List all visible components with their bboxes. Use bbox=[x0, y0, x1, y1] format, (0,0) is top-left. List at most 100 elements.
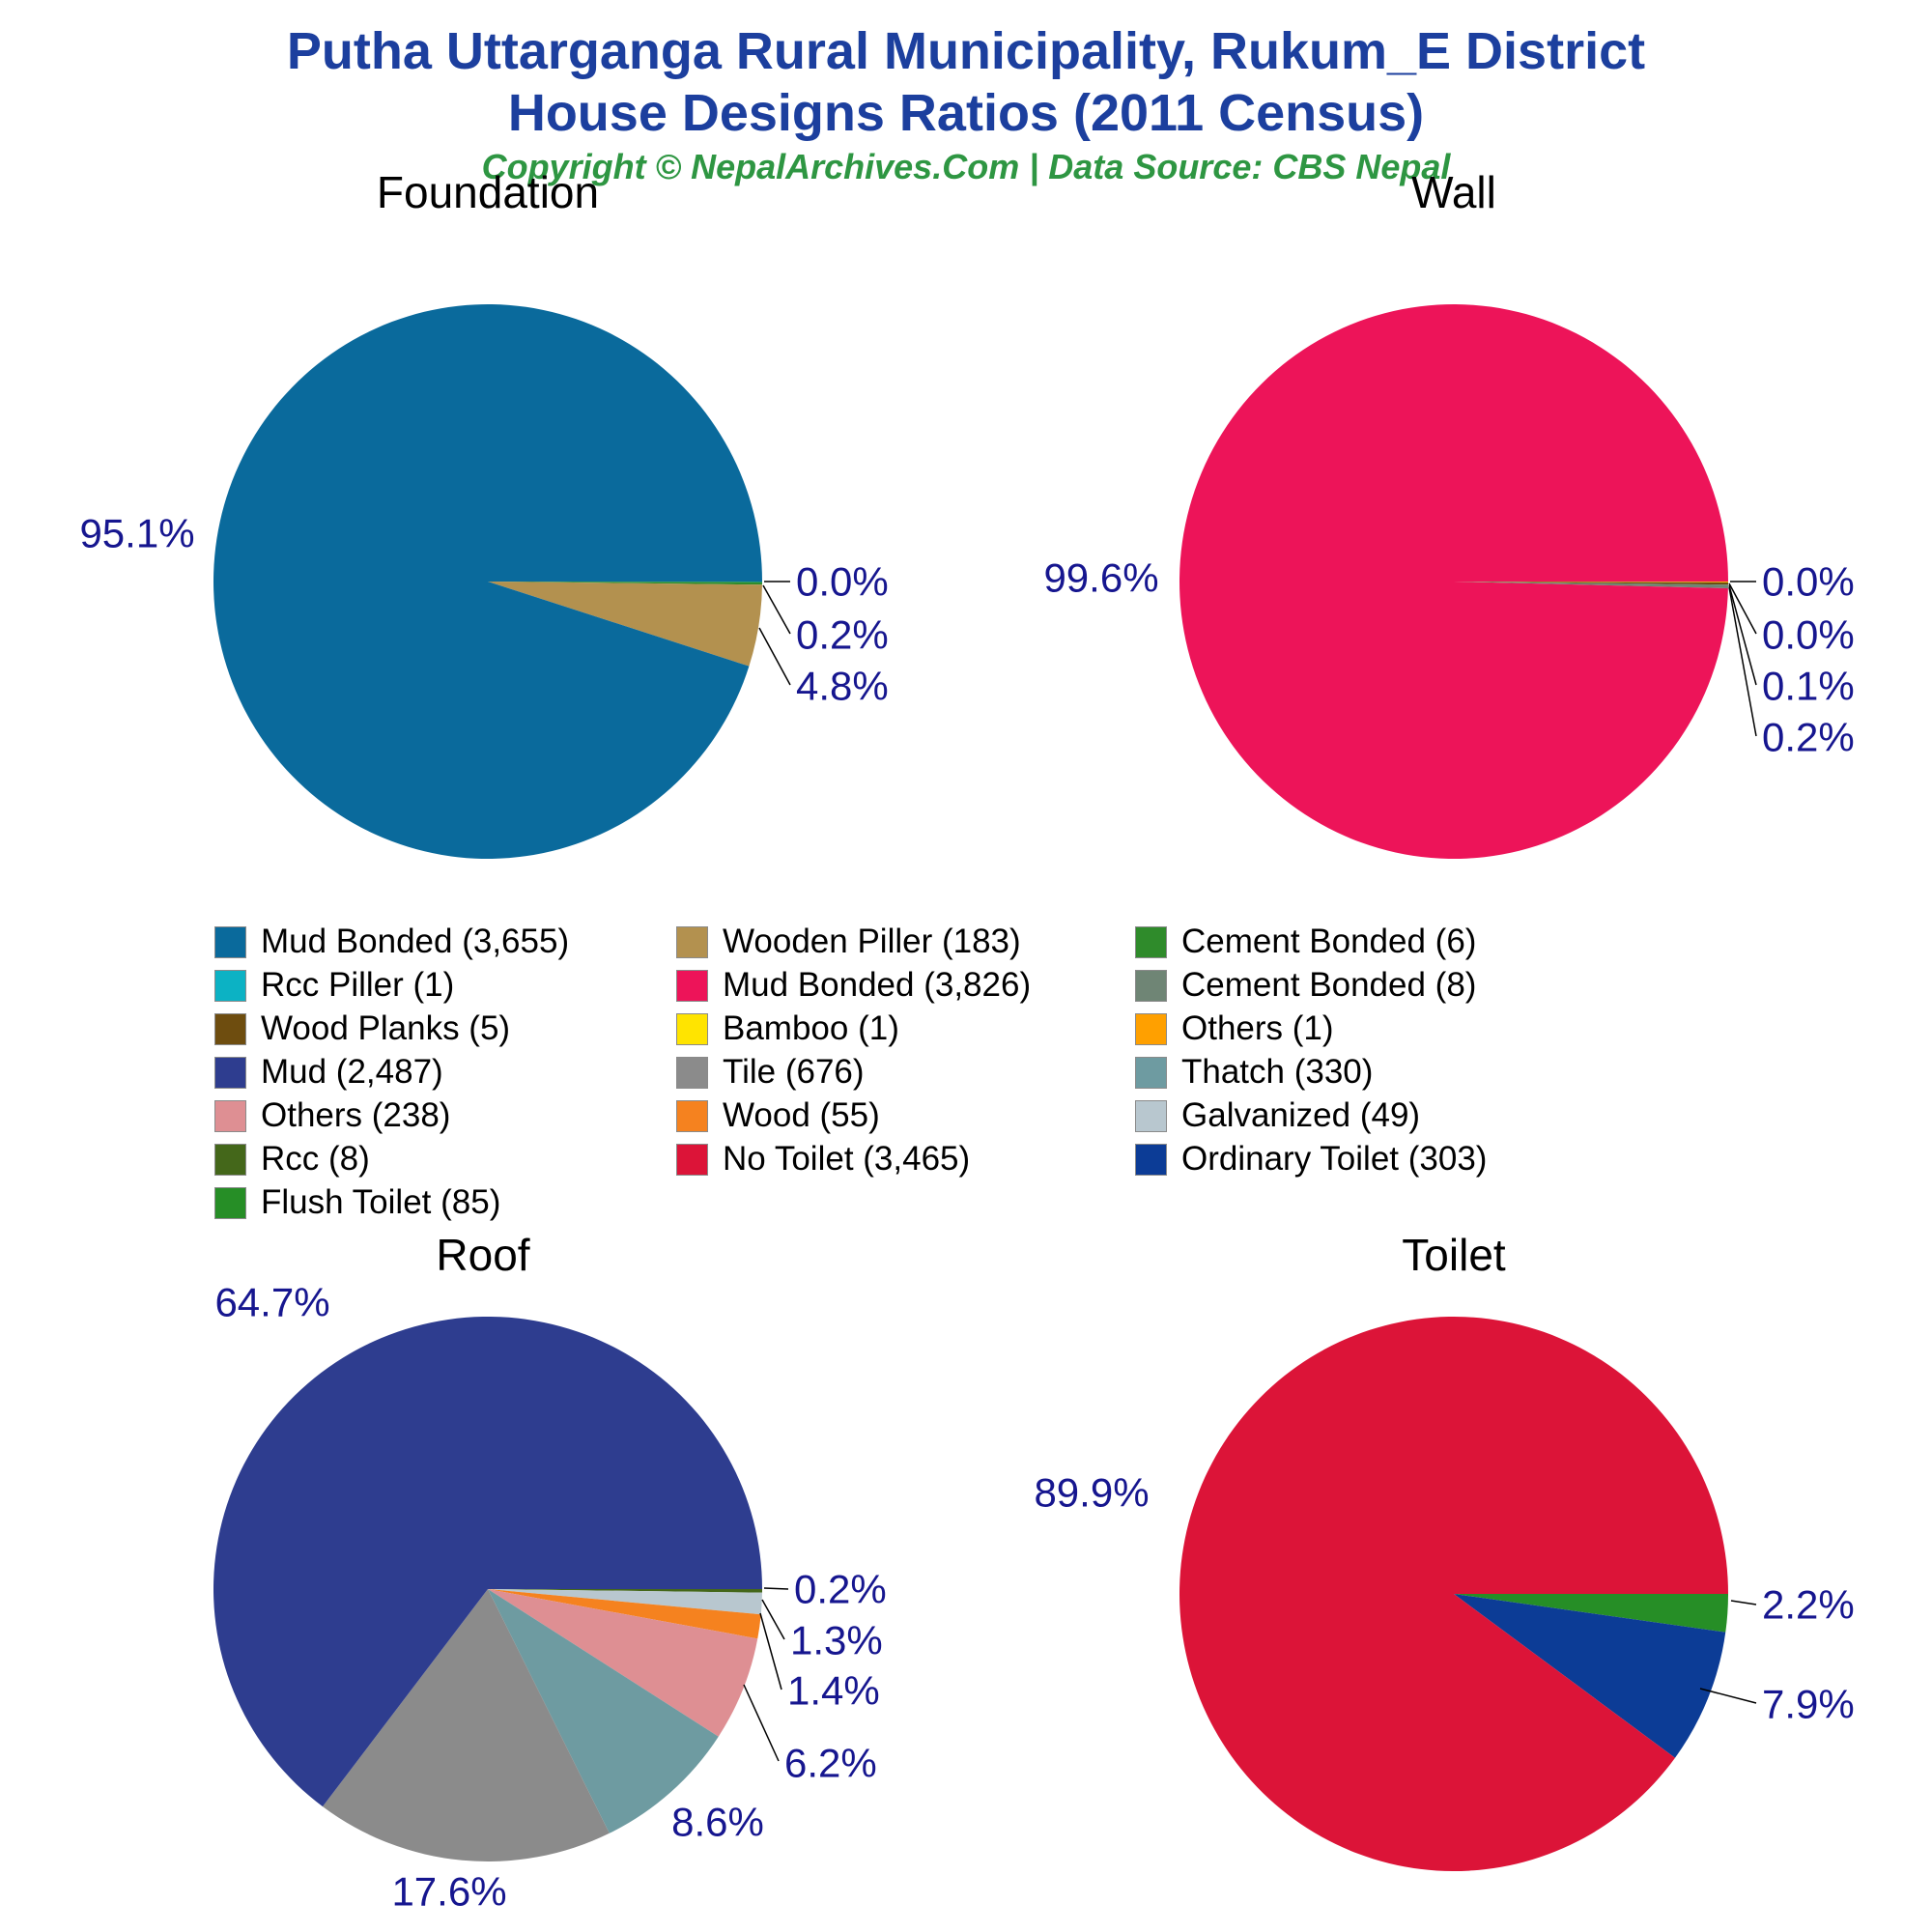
pie-slice-toilet-ordinary-toilet bbox=[1454, 1594, 1726, 1758]
legend-label: Others (238) bbox=[261, 1096, 451, 1134]
legend-swatch bbox=[214, 969, 246, 1002]
pie-slice-toilet-no-toilet bbox=[1179, 1317, 1728, 1871]
pie-slice-roof-thatch bbox=[488, 1589, 719, 1833]
legend-label: No Toilet (3,465) bbox=[723, 1140, 971, 1178]
pie-slice-foundation-wooden-piller bbox=[488, 582, 762, 667]
legend-item: Mud Bonded (3,826) bbox=[676, 966, 1031, 1005]
legend-swatch bbox=[214, 1186, 246, 1219]
legend-item: Mud (2,487) bbox=[214, 1053, 443, 1092]
leader-line-wall bbox=[1728, 584, 1757, 686]
pie-slice-roof-tile bbox=[322, 1589, 610, 1861]
legend-label: Galvanized (49) bbox=[1181, 1096, 1421, 1134]
legend-label: Thatch (330) bbox=[1181, 1053, 1374, 1091]
legend-swatch bbox=[1135, 1143, 1167, 1176]
legend-label: Wood Planks (5) bbox=[261, 1009, 511, 1047]
legend-swatch bbox=[1135, 969, 1167, 1002]
percent-label-toilet: 2.2% bbox=[1762, 1582, 1855, 1628]
legend-swatch bbox=[1135, 1056, 1167, 1089]
legend-swatch bbox=[676, 1099, 708, 1132]
pie-slice-roof-mud bbox=[213, 1316, 762, 1807]
percent-label-toilet: 89.9% bbox=[1034, 1470, 1149, 1516]
legend-item: Bamboo (1) bbox=[676, 1009, 899, 1048]
pie-title-roof: Roof bbox=[436, 1230, 530, 1280]
legend-item: Wooden Piller (183) bbox=[676, 923, 1021, 961]
percent-label-roof: 0.2% bbox=[794, 1567, 887, 1612]
legend-item: Others (1) bbox=[1135, 1009, 1334, 1048]
pie-slice-wall-cement-bonded bbox=[1454, 582, 1728, 589]
legend-swatch bbox=[676, 969, 708, 1002]
legend-swatch bbox=[676, 1012, 708, 1045]
percent-label-foundation: 0.0% bbox=[796, 559, 889, 605]
legend-label: Flush Toilet (85) bbox=[261, 1183, 501, 1221]
percent-label-foundation: 0.2% bbox=[796, 612, 889, 658]
legend-item: Mud Bonded (3,655) bbox=[214, 923, 569, 961]
pie-title-foundation: Foundation bbox=[376, 167, 600, 217]
legend-swatch bbox=[214, 1143, 246, 1176]
pie-slice-foundation-cement-bonded bbox=[488, 582, 762, 585]
pie-title-toilet: Toilet bbox=[1402, 1230, 1506, 1280]
legend-item: Ordinary Toilet (303) bbox=[1135, 1140, 1487, 1179]
legend-label: Mud (2,487) bbox=[261, 1053, 443, 1091]
legend-label: Wooden Piller (183) bbox=[723, 923, 1021, 960]
legend-item: Wood Planks (5) bbox=[214, 1009, 510, 1048]
legend-item: Cement Bonded (6) bbox=[1135, 923, 1476, 961]
legend-swatch bbox=[676, 925, 708, 958]
page-title-line1: Putha Uttarganga Rural Municipality, Ruk… bbox=[286, 22, 1646, 80]
pie-slice-roof-rcc bbox=[488, 1589, 762, 1593]
percent-label-roof: 1.3% bbox=[790, 1618, 883, 1663]
percent-label-wall: 0.0% bbox=[1762, 559, 1855, 605]
legend-swatch bbox=[214, 925, 246, 958]
legend-item: Tile (676) bbox=[676, 1053, 865, 1092]
leader-line-toilet bbox=[1699, 1688, 1757, 1704]
pie-slice-toilet-flush-toilet bbox=[1454, 1594, 1728, 1633]
legend-label: Others (1) bbox=[1181, 1009, 1334, 1047]
legend-swatch bbox=[1135, 925, 1167, 958]
percent-label-wall: 99.6% bbox=[1043, 555, 1158, 601]
pie-slice-wall-mud-bonded bbox=[1179, 304, 1728, 860]
legend-label: Mud Bonded (3,655) bbox=[261, 923, 570, 960]
legend-label: Rcc Piller (1) bbox=[261, 966, 455, 1004]
percent-label-foundation: 95.1% bbox=[79, 511, 194, 556]
legend-swatch bbox=[676, 1143, 708, 1176]
legend-item: Thatch (330) bbox=[1135, 1053, 1373, 1092]
percent-label-wall: 0.2% bbox=[1762, 715, 1855, 760]
pie-slice-roof-others bbox=[488, 1589, 758, 1737]
legend-item: Wood (55) bbox=[676, 1096, 880, 1135]
percent-label-wall: 0.1% bbox=[1762, 664, 1855, 709]
legend-swatch bbox=[214, 1056, 246, 1089]
leader-line-roof bbox=[761, 1599, 785, 1640]
leader-line-wall bbox=[1728, 582, 1757, 635]
leader-line-toilet bbox=[1730, 1600, 1757, 1605]
legend-item: Flush Toilet (85) bbox=[214, 1183, 500, 1222]
legend-item: Rcc (8) bbox=[214, 1140, 370, 1179]
percent-label-wall: 0.0% bbox=[1762, 612, 1855, 658]
legend-label: Mud Bonded (3,826) bbox=[723, 966, 1032, 1004]
percent-label-roof: 17.6% bbox=[391, 1869, 506, 1915]
legend-item: Others (238) bbox=[214, 1096, 450, 1135]
legend-item: Galvanized (49) bbox=[1135, 1096, 1420, 1135]
page-title-line2: House Designs Ratios (2011 Census) bbox=[507, 84, 1425, 142]
pie-slice-wall-wood-planks bbox=[1454, 582, 1728, 585]
copyright-subtitle: Copyright © NepalArchives.Com | Data Sou… bbox=[481, 147, 1451, 186]
legend-item: No Toilet (3,465) bbox=[676, 1140, 970, 1179]
leader-line-foundation bbox=[762, 584, 791, 635]
leader-line-foundation bbox=[758, 627, 791, 686]
pie-slice-foundation-mud-bonded bbox=[213, 304, 762, 860]
legend-label: Ordinary Toilet (303) bbox=[1181, 1140, 1488, 1178]
legend-swatch bbox=[676, 1056, 708, 1089]
leader-line-roof bbox=[743, 1684, 780, 1762]
legend-item: Cement Bonded (8) bbox=[1135, 966, 1476, 1005]
legend-label: Rcc (8) bbox=[261, 1140, 370, 1178]
legend-label: Tile (676) bbox=[723, 1053, 865, 1091]
legend-label: Cement Bonded (8) bbox=[1181, 966, 1477, 1004]
pie-title-wall: Wall bbox=[1411, 167, 1496, 217]
legend-swatch bbox=[214, 1012, 246, 1045]
percent-label-foundation: 4.8% bbox=[796, 664, 889, 709]
leader-line-roof bbox=[763, 1587, 789, 1590]
legend-label: Wood (55) bbox=[723, 1096, 880, 1134]
percent-label-roof: 6.2% bbox=[784, 1741, 877, 1786]
percent-label-toilet: 7.9% bbox=[1762, 1682, 1855, 1727]
legend-swatch bbox=[214, 1099, 246, 1132]
legend-item: Rcc Piller (1) bbox=[214, 966, 454, 1005]
